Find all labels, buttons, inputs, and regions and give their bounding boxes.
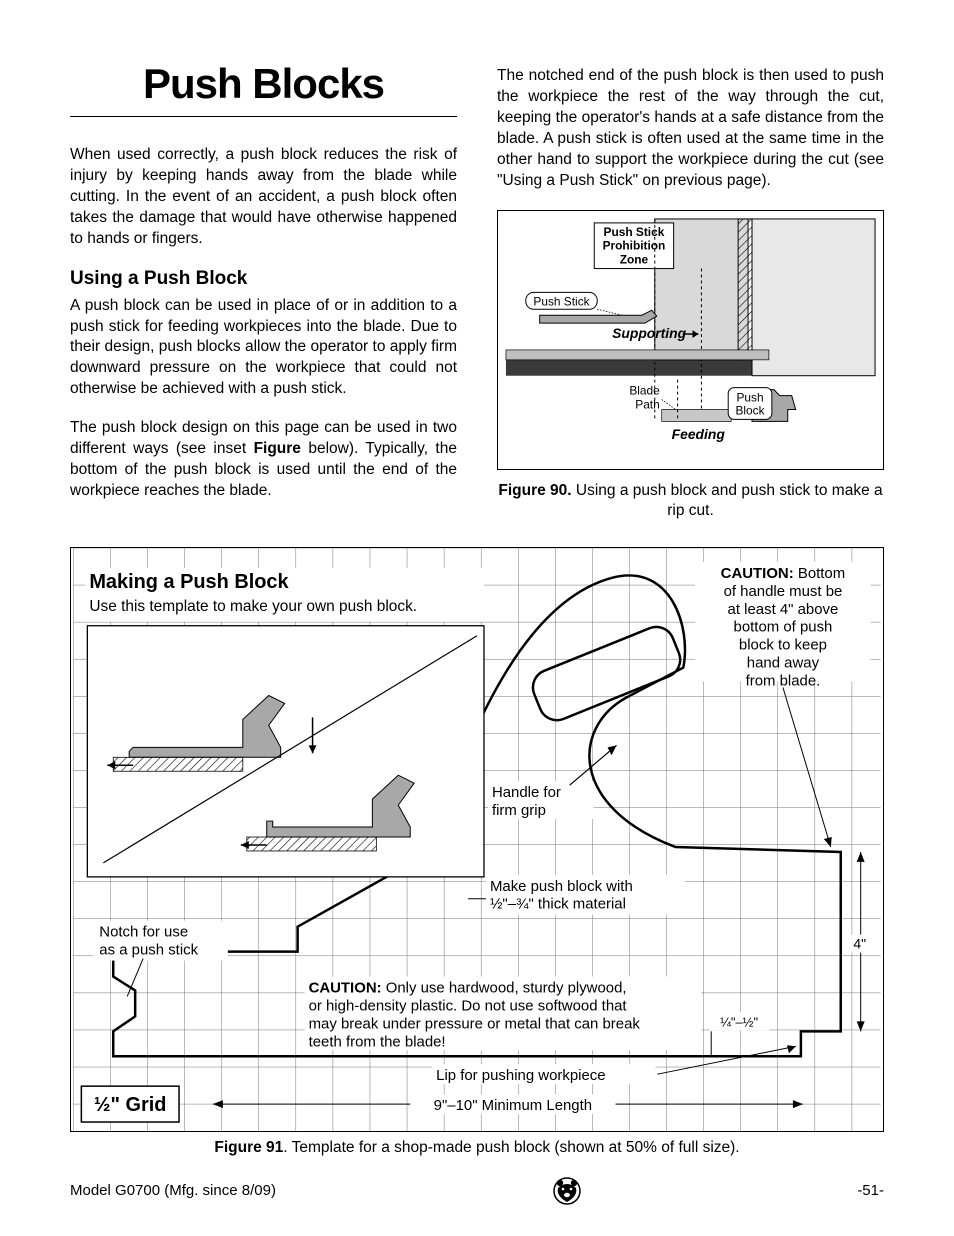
caution1: CAUTION: Bottom xyxy=(721,565,846,582)
template-subheading: Use this template to make your own push … xyxy=(89,598,417,615)
section-heading: Using a Push Block xyxy=(70,268,457,290)
figure-90-diagram: Push Stick Prohibition Zone Push Stick S… xyxy=(497,210,884,470)
left-column: Push Blocks When used correctly, a push … xyxy=(70,60,457,535)
footer-page: -51- xyxy=(857,1182,884,1199)
grid-label: ½" Grid xyxy=(94,1094,167,1116)
title-rule xyxy=(70,116,457,117)
caution1-l3: at least 4" above xyxy=(728,601,839,618)
material-2: ½"–¾" thick material xyxy=(490,896,626,913)
handle-label-1: Handle for xyxy=(492,784,561,801)
minlen-label: 9"–10" Minimum Length xyxy=(434,1097,592,1114)
caution1-arrowhead xyxy=(824,837,832,847)
figure-91-template: Making a Push Block Use this template to… xyxy=(70,547,884,1132)
feed-fence xyxy=(662,409,731,421)
blade-label2: Path xyxy=(635,397,659,411)
zone-line2: Prohibition xyxy=(603,238,666,252)
fig91-text: . Template for a shop-made push block (s… xyxy=(283,1139,739,1156)
template-heading: Making a Push Block xyxy=(89,571,289,593)
caution1-l5: block to keep xyxy=(739,636,827,653)
handle-label-2: firm grip xyxy=(492,802,546,819)
figure-90-caption: Figure 90. Using a push block and push s… xyxy=(497,481,884,521)
caution2-l4: teeth from the blade! xyxy=(309,1033,446,1050)
notch-2: as a push stick xyxy=(99,941,198,958)
p2-bold: Figure xyxy=(254,440,301,457)
page-title: Push Blocks xyxy=(70,60,457,108)
right-column: The notched end of the push block is the… xyxy=(497,60,884,535)
supporting-label: Supporting xyxy=(612,325,687,341)
push-stick-shape xyxy=(540,310,657,323)
pushblock-label1: Push xyxy=(736,390,763,404)
caution1-l1: Bottom xyxy=(794,565,845,582)
fig90-bold: Figure 90. xyxy=(498,482,571,499)
workpiece xyxy=(506,349,769,359)
caution1-leader xyxy=(783,687,831,846)
figure-91-caption: Figure 91. Template for a shop-made push… xyxy=(70,1138,884,1158)
zone-line3: Zone xyxy=(620,252,649,266)
feeding-label: Feeding xyxy=(672,426,726,442)
template-svg: Making a Push Block Use this template to… xyxy=(71,548,883,1131)
caution1-l7: from blade. xyxy=(746,672,821,689)
material-1: Make push block with xyxy=(490,878,633,895)
caution2-l2: or high-density plastic. Do not use soft… xyxy=(309,997,628,1014)
manual-page: Push Blocks When used correctly, a push … xyxy=(0,0,954,1236)
pushblock-label2: Block xyxy=(735,403,764,417)
footer-model: Model G0700 (Mfg. since 8/09) xyxy=(70,1182,276,1199)
bear-logo-icon xyxy=(552,1176,582,1206)
caution1-l4: bottom of push xyxy=(734,619,833,636)
caution1-bold: CAUTION: xyxy=(721,565,794,582)
two-column-layout: Push Blocks When used correctly, a push … xyxy=(70,60,884,535)
caution2-l1: CAUTION: Only use hardwood, sturdy plywo… xyxy=(309,979,627,996)
minlen-arrow-r xyxy=(793,1100,803,1108)
handle-slot xyxy=(528,621,686,725)
page-footer: Model G0700 (Mfg. since 8/09) -51- xyxy=(70,1176,884,1206)
blade-leader xyxy=(662,399,676,409)
lip-arrowhead xyxy=(787,1045,796,1053)
lip-label: Lip for pushing workpiece xyxy=(436,1067,605,1084)
caution1-l2: of handle must be xyxy=(724,583,843,600)
blade-label1: Blade xyxy=(629,383,660,397)
pushstick-leader xyxy=(597,309,622,315)
lip-leader xyxy=(657,1046,796,1074)
zone-line1: Push Stick xyxy=(604,224,665,238)
notch-1: Notch for use xyxy=(99,923,188,940)
paragraph-3: The notched end of the push block is the… xyxy=(497,66,884,192)
pushstick-label: Push Stick xyxy=(533,294,589,308)
caution2-l3: may break under pressure or metal that c… xyxy=(309,1015,641,1032)
fourinch-label: 4" xyxy=(853,935,866,951)
paragraph-2: The push block design on this page can b… xyxy=(70,418,457,502)
fourinch-arrow-t xyxy=(857,852,865,862)
caution1-l6: hand away xyxy=(747,654,820,671)
paragraph-1: A push block can be used in place of or … xyxy=(70,296,457,401)
saw-column xyxy=(752,218,875,375)
fig91-bold: Figure 91 xyxy=(214,1139,283,1156)
intro-paragraph: When used correctly, a push block reduce… xyxy=(70,145,457,250)
qh-label: ¼"–½" xyxy=(720,1014,758,1029)
fig90-text: Using a push block and push stick to mak… xyxy=(572,482,883,519)
fence-hatch xyxy=(738,218,752,359)
minlen-arrow-l xyxy=(213,1100,223,1108)
handle-arrowhead xyxy=(608,745,617,755)
